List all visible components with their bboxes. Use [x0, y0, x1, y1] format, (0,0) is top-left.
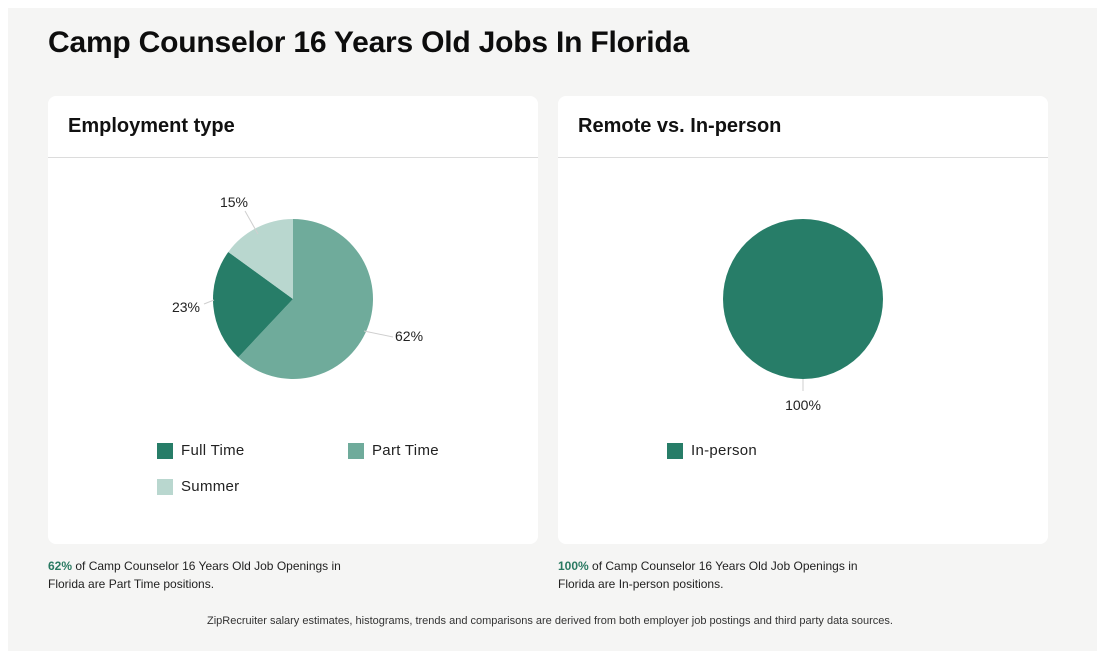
pie-slice-in-person: [723, 219, 883, 379]
employment-caption-text: of Camp Counselor 16 Years Old Job Openi…: [48, 559, 341, 591]
page-title: Camp Counselor 16 Years Old Jobs In Flor…: [48, 26, 690, 59]
legend-item-part-time: Part Time: [348, 442, 439, 459]
remote-caption-pct: 100%: [558, 559, 589, 573]
legend-swatch-summer: [157, 478, 173, 495]
legend-label-part-time: Part Time: [372, 442, 439, 459]
legend-label-summer: Summer: [181, 478, 240, 495]
legend-swatch-in-person: [667, 442, 683, 459]
remote-vs-in-person-legend: In-person: [558, 442, 1048, 522]
remote-caption: 100% of Camp Counselor 16 Years Old Job …: [558, 557, 878, 593]
footer-disclaimer: ZipRecruiter salary estimates, histogram…: [207, 615, 893, 627]
pie-slice-full-time: [213, 251, 293, 358]
legend-label-full-time: Full Time: [181, 442, 245, 459]
legend-swatch-full-time: [157, 442, 173, 459]
employment-caption-pct: 62%: [48, 559, 73, 573]
leader-line-full-time: [203, 299, 215, 305]
data-label-in-person: 100%: [785, 397, 821, 413]
legend-item-full-time: Full Time: [157, 442, 245, 459]
data-label-full-time: 23%: [172, 299, 200, 315]
remote-caption-text: of Camp Counselor 16 Years Old Job Openi…: [558, 559, 858, 591]
legend-item-summer: Summer: [157, 478, 239, 495]
employment-type-pie-chart: 62% 23% 15%: [172, 194, 423, 379]
data-label-summer: 15%: [220, 194, 248, 210]
pie-slice-part-time: [238, 219, 373, 379]
employment-caption: 62% of Camp Counselor 16 Years Old Job O…: [48, 557, 368, 593]
employment-type-card: Employment type 62% 23% 15% Full Time Part…: [48, 96, 538, 544]
employment-type-title: Employment type: [48, 96, 538, 158]
remote-vs-in-person-title: Remote vs. In-person: [558, 96, 1048, 158]
remote-vs-in-person-pie-chart: 100%: [723, 219, 883, 413]
leader-line-summer: [244, 210, 259, 235]
leader-line-part-time: [363, 330, 394, 338]
legend-item-in-person: In-person: [667, 442, 757, 459]
legend-swatch-part-time: [348, 442, 364, 459]
data-label-part-time: 62%: [395, 328, 423, 344]
pie-slice-summer: [228, 219, 293, 299]
legend-label-in-person: In-person: [691, 442, 758, 459]
employment-type-legend: Full Time Part Time Summer: [48, 442, 538, 522]
remote-vs-in-person-card: Remote vs. In-person 100% In-person: [558, 96, 1048, 544]
